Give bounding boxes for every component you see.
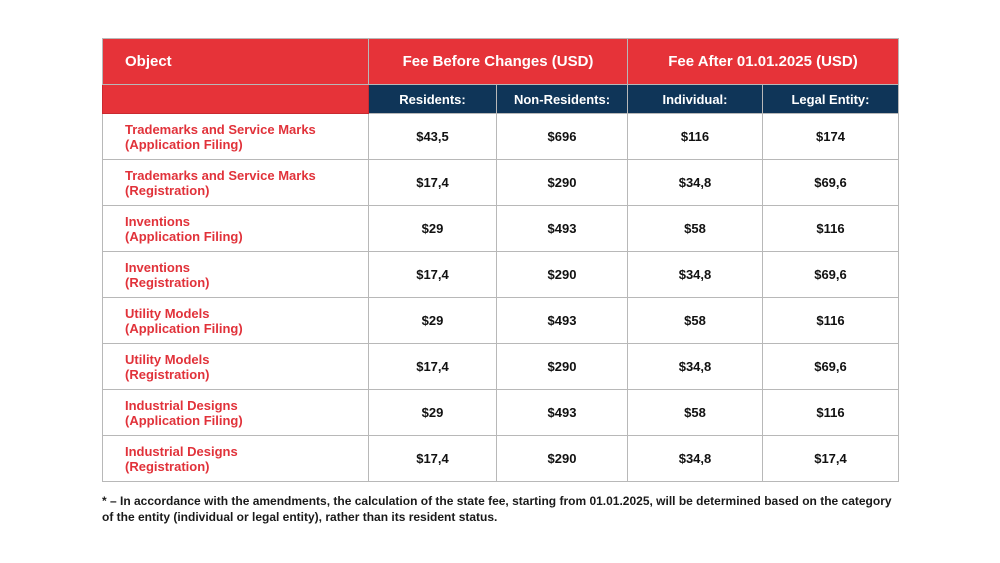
- residents-fee: $29: [368, 205, 497, 252]
- table-row: Industrial Designs (Registration) $17,4 $…: [102, 435, 899, 482]
- table-row: Inventions (Registration) $17,4 $290 $34,…: [102, 251, 899, 298]
- header-fee-after: Fee After 01.01.2025 (USD): [627, 38, 899, 85]
- residents-fee: $17,4: [368, 435, 497, 482]
- individual-fee: $34,8: [627, 159, 763, 206]
- legal-entity-fee: $116: [762, 297, 899, 344]
- object-stage: (Registration): [125, 458, 210, 474]
- object-stage: (Application Filing): [125, 228, 243, 244]
- non-residents-fee: $290: [496, 159, 628, 206]
- legal-entity-fee: $69,6: [762, 343, 899, 390]
- individual-fee: $34,8: [627, 251, 763, 298]
- object-stage: (Application Filing): [125, 320, 243, 336]
- residents-fee: $17,4: [368, 159, 497, 206]
- object-cell: Inventions (Registration): [102, 251, 369, 298]
- legal-entity-fee: $174: [762, 113, 899, 160]
- non-residents-fee: $493: [496, 205, 628, 252]
- object-name: Utility Models: [125, 305, 210, 321]
- non-residents-fee: $493: [496, 389, 628, 436]
- object-cell: Trademarks and Service Marks (Registratio…: [102, 159, 369, 206]
- object-stage: (Registration): [125, 274, 210, 290]
- object-name: Inventions: [125, 259, 191, 275]
- header-individual: Individual:: [627, 84, 763, 114]
- non-residents-fee: $290: [496, 343, 628, 390]
- fee-table: Object Fee Before Changes (USD) Fee Afte…: [102, 38, 899, 482]
- table-row: Utility Models (Registration) $17,4 $290 …: [102, 343, 899, 390]
- object-stage: (Registration): [125, 182, 210, 198]
- table-row: Trademarks and Service Marks (Registratio…: [102, 159, 899, 206]
- object-cell: Trademarks and Service Marks (Application…: [102, 113, 369, 160]
- object-stage: (Application Filing): [125, 412, 243, 428]
- header-row-sub: Residents: Non-Residents: Individual: Le…: [102, 84, 899, 114]
- header-object: Object: [102, 38, 369, 85]
- object-name: Trademarks and Service Marks: [125, 167, 316, 183]
- legal-entity-fee: $116: [762, 205, 899, 252]
- residents-fee: $17,4: [368, 343, 497, 390]
- table-row: Inventions (Application Filing) $29 $493 …: [102, 205, 899, 252]
- header-fee-before: Fee Before Changes (USD): [368, 38, 628, 85]
- object-stage: (Application Filing): [125, 136, 243, 152]
- legal-entity-fee: $69,6: [762, 159, 899, 206]
- individual-fee: $58: [627, 205, 763, 252]
- residents-fee: $17,4: [368, 251, 497, 298]
- individual-fee: $58: [627, 389, 763, 436]
- residents-fee: $29: [368, 297, 497, 344]
- non-residents-fee: $493: [496, 297, 628, 344]
- non-residents-fee: $696: [496, 113, 628, 160]
- individual-fee: $34,8: [627, 435, 763, 482]
- legal-entity-fee: $69,6: [762, 251, 899, 298]
- header-row-top: Object Fee Before Changes (USD) Fee Afte…: [102, 38, 899, 85]
- non-residents-fee: $290: [496, 435, 628, 482]
- legal-entity-fee: $17,4: [762, 435, 899, 482]
- legal-entity-fee: $116: [762, 389, 899, 436]
- individual-fee: $34,8: [627, 343, 763, 390]
- residents-fee: $43,5: [368, 113, 497, 160]
- header-non-residents: Non-Residents:: [496, 84, 628, 114]
- object-cell: Industrial Designs (Application Filing): [102, 389, 369, 436]
- table-row: Utility Models (Application Filing) $29 $…: [102, 297, 899, 344]
- object-cell: Inventions (Application Filing): [102, 205, 369, 252]
- object-cell: Industrial Designs (Registration): [102, 435, 369, 482]
- object-cell: Utility Models (Application Filing): [102, 297, 369, 344]
- table-row: Trademarks and Service Marks (Application…: [102, 113, 899, 160]
- individual-fee: $58: [627, 297, 763, 344]
- footnote: * – In accordance with the amendments, t…: [102, 494, 892, 524]
- object-name: Industrial Designs: [125, 397, 238, 413]
- object-name: Utility Models: [125, 351, 210, 367]
- object-stage: (Registration): [125, 366, 210, 382]
- non-residents-fee: $290: [496, 251, 628, 298]
- table-row: Industrial Designs (Application Filing) $…: [102, 389, 899, 436]
- object-name: Inventions: [125, 213, 191, 229]
- object-cell: Utility Models (Registration): [102, 343, 369, 390]
- object-name: Industrial Designs: [125, 443, 238, 459]
- residents-fee: $29: [368, 389, 497, 436]
- header-legal-entity: Legal Entity:: [762, 84, 899, 114]
- fee-table-container: Object Fee Before Changes (USD) Fee Afte…: [102, 38, 899, 482]
- individual-fee: $116: [627, 113, 763, 160]
- object-name: Trademarks and Service Marks: [125, 121, 316, 137]
- header-object-blank: [102, 84, 369, 114]
- header-residents: Residents:: [368, 84, 497, 114]
